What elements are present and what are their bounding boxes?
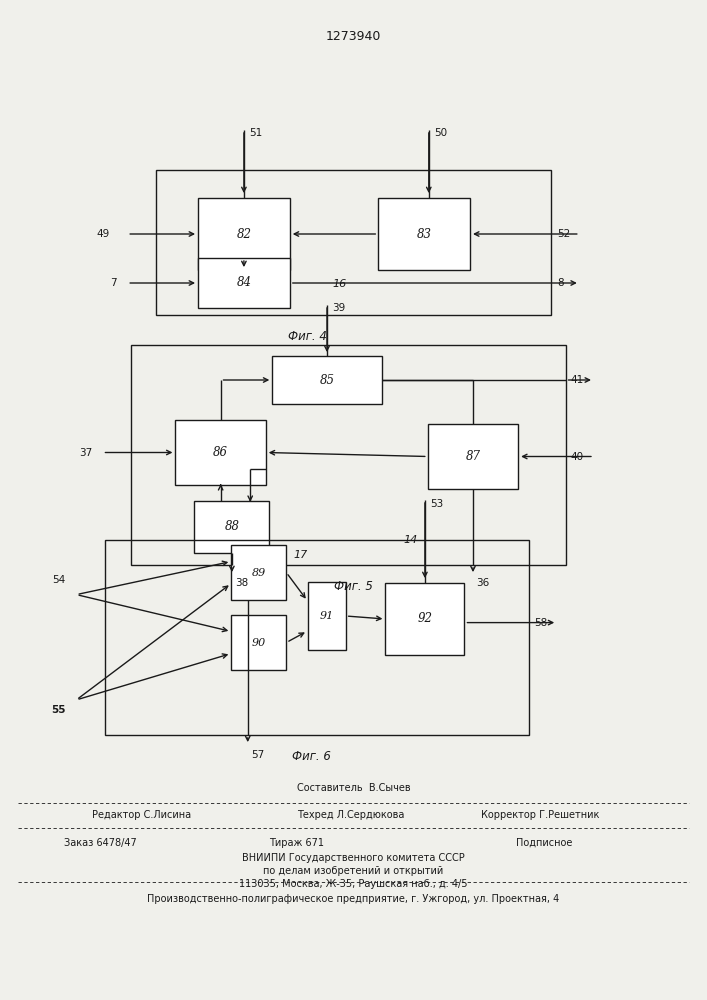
- Text: 8: 8: [557, 278, 563, 288]
- Text: Фиг. 5: Фиг. 5: [334, 580, 373, 593]
- Text: 54: 54: [52, 575, 66, 585]
- Bar: [198, 258, 290, 308]
- Bar: [175, 420, 266, 485]
- Text: 53: 53: [431, 499, 444, 509]
- Text: 89: 89: [252, 567, 266, 577]
- Text: 50: 50: [434, 128, 447, 138]
- Text: 36: 36: [477, 578, 490, 588]
- Text: 90: 90: [252, 638, 266, 648]
- Text: Корректор Г.Решетник: Корректор Г.Решетник: [481, 810, 599, 820]
- Text: 38: 38: [235, 578, 249, 588]
- Bar: [385, 583, 464, 655]
- Text: Фиг. 4: Фиг. 4: [288, 330, 327, 344]
- Text: 52: 52: [557, 229, 571, 239]
- Bar: [105, 540, 529, 735]
- Text: 91: 91: [320, 611, 334, 621]
- Text: 37: 37: [78, 448, 92, 458]
- Bar: [131, 345, 566, 565]
- Text: 87: 87: [465, 450, 481, 463]
- Text: Фиг. 6: Фиг. 6: [292, 750, 330, 764]
- Text: Редактор С.Лисина: Редактор С.Лисина: [92, 810, 191, 820]
- Bar: [272, 356, 382, 404]
- Text: 113035, Москва, Ж-35, Раушская наб., д. 4/5: 113035, Москва, Ж-35, Раушская наб., д. …: [239, 879, 468, 889]
- Text: 49: 49: [96, 229, 110, 239]
- Text: 1273940: 1273940: [326, 30, 381, 43]
- Text: 85: 85: [320, 373, 334, 386]
- Text: 7: 7: [110, 278, 117, 288]
- Text: 88: 88: [224, 520, 240, 533]
- Text: 16: 16: [332, 279, 346, 289]
- Text: 40: 40: [571, 452, 584, 462]
- Text: 14: 14: [403, 535, 417, 545]
- Bar: [308, 582, 346, 650]
- Text: 55: 55: [51, 705, 66, 715]
- Text: 92: 92: [417, 612, 433, 626]
- Text: 51: 51: [249, 128, 262, 138]
- Bar: [156, 170, 551, 315]
- Text: 86: 86: [213, 446, 228, 459]
- Text: 58: 58: [534, 618, 548, 628]
- Bar: [194, 501, 269, 553]
- Text: ВНИИПИ Государственного комитета СССР: ВНИИПИ Государственного комитета СССР: [242, 853, 465, 863]
- Text: 39: 39: [333, 303, 346, 313]
- Text: Техред Л.Сердюкова: Техред Л.Сердюкова: [297, 810, 404, 820]
- Text: 83: 83: [416, 228, 432, 240]
- Text: 57: 57: [251, 750, 264, 760]
- Text: Заказ 6478/47: Заказ 6478/47: [64, 838, 136, 848]
- Text: Тираж 671: Тираж 671: [269, 838, 325, 848]
- Text: по делам изобретений и открытий: по делам изобретений и открытий: [264, 866, 443, 876]
- Bar: [198, 198, 290, 270]
- Bar: [428, 424, 518, 489]
- Text: 84: 84: [236, 276, 252, 290]
- Text: Составитель  В.Сычев: Составитель В.Сычев: [297, 783, 410, 793]
- Text: 82: 82: [236, 228, 252, 240]
- Bar: [231, 545, 286, 600]
- Bar: [231, 615, 286, 670]
- Text: 17: 17: [293, 550, 308, 560]
- Text: Подписное: Подписное: [516, 838, 573, 848]
- Bar: [378, 198, 470, 270]
- Text: Производственно-полиграфическое предприятие, г. Ужгород, ул. Проектная, 4: Производственно-полиграфическое предприя…: [147, 894, 560, 904]
- Text: 41: 41: [571, 375, 584, 385]
